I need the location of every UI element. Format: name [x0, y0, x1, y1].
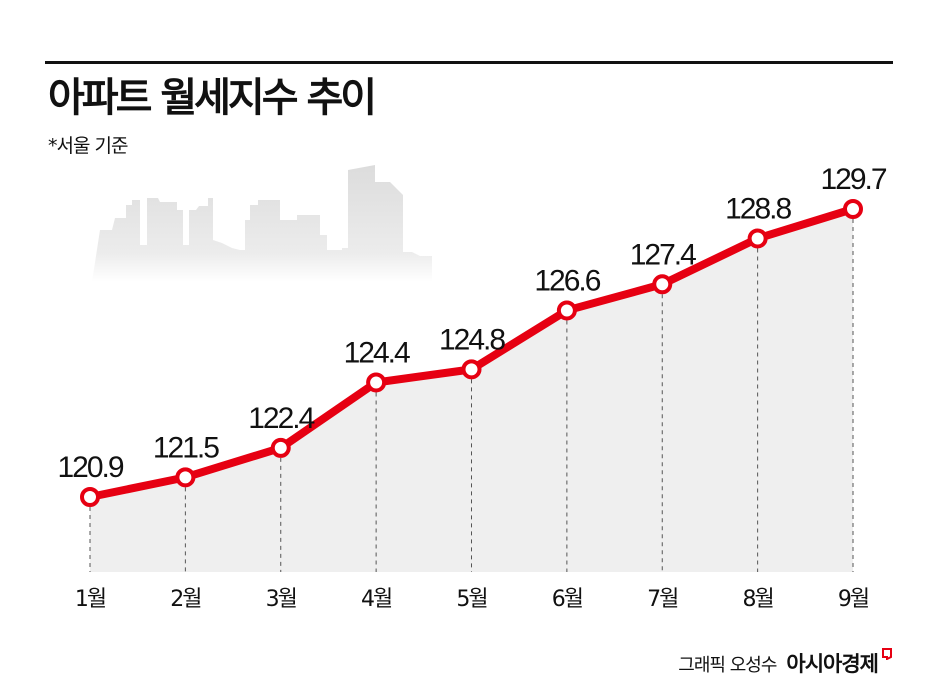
x-axis-label: 1월 — [75, 587, 106, 612]
data-point-marker — [461, 359, 482, 380]
data-point-marker — [747, 228, 768, 249]
data-point-marker — [175, 467, 196, 488]
data-label: 124.4 — [344, 336, 410, 369]
x-axis-label: 9월 — [838, 587, 869, 612]
credit: 그래픽 오성수 아시아경제 — [678, 648, 892, 678]
x-axis-label: 3월 — [266, 587, 297, 612]
data-point-marker — [270, 437, 291, 458]
data-label: 127.4 — [630, 238, 696, 271]
data-point-marker — [843, 199, 863, 219]
chart-title: 아파트 월세지수 추이 — [48, 75, 377, 121]
x-axis-label: 5월 — [456, 587, 487, 612]
graphic-credit: 그래픽 오성수 — [678, 655, 777, 676]
data-point-marker — [80, 487, 100, 507]
data-label: 121.5 — [153, 431, 219, 464]
x-axis-labels: 1월 2월 3월 4월 5월 6월 7월 8월 9월 — [75, 587, 871, 612]
data-label: 122.4 — [248, 402, 314, 435]
x-axis-label: 7월 — [647, 587, 678, 612]
skyline-illustration — [92, 165, 432, 282]
x-axis-label: 8월 — [743, 587, 774, 612]
top-rule — [45, 61, 893, 64]
data-point-marker — [556, 300, 577, 321]
x-axis-label: 4월 — [361, 587, 392, 612]
data-label: 120.9 — [57, 451, 123, 484]
data-label: 128.8 — [725, 192, 791, 225]
brand-logo-text: 아시아경제 — [786, 652, 879, 676]
data-point-marker — [366, 372, 387, 393]
data-label: 124.8 — [439, 323, 505, 356]
brand-mark-icon — [882, 648, 892, 660]
data-label: 126.6 — [534, 264, 600, 297]
data-markers — [80, 199, 863, 507]
chart-subtitle: *서울 기준 — [48, 135, 128, 157]
x-axis-label: 6월 — [552, 587, 583, 612]
data-labels: 120.9 121.5 122.4 124.4 124.8 126.6 127.4 128.8… — [57, 163, 888, 484]
data-label: 129.7 — [820, 163, 886, 196]
x-axis-label: 2월 — [170, 587, 201, 612]
data-point-marker — [652, 274, 673, 295]
drop-lines — [89, 219, 854, 572]
